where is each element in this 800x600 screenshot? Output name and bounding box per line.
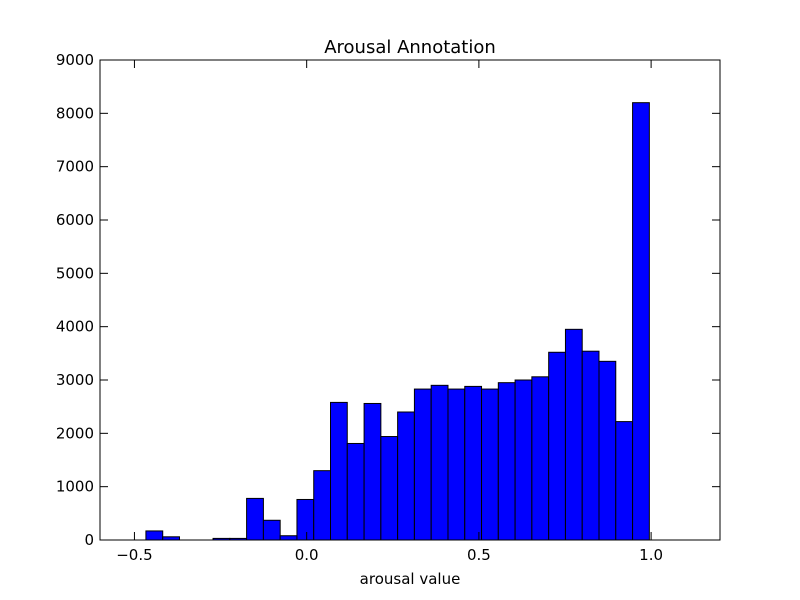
x-tick-label-3: 1.0 xyxy=(639,546,663,564)
histogram-bar-0 xyxy=(145,530,164,541)
histogram-bar-27 xyxy=(598,360,617,541)
histogram-bar-6 xyxy=(246,497,264,541)
y-tick-label-1: 1000 xyxy=(56,478,94,496)
histogram-bar-9 xyxy=(296,498,315,541)
y-tick-label-2: 2000 xyxy=(56,424,94,442)
histogram-bar-20 xyxy=(481,388,499,541)
histogram-bar-18 xyxy=(447,388,466,541)
histogram-bar-15 xyxy=(397,411,415,541)
chart-title: Arousal Annotation xyxy=(324,37,496,58)
y-tick-label-0: 0 xyxy=(84,531,94,549)
histogram-bar-13 xyxy=(363,402,382,541)
histogram-bar-14 xyxy=(380,436,399,541)
x-tick-label-2: 0.5 xyxy=(467,546,491,564)
histogram-bar-16 xyxy=(413,388,432,541)
histogram-bar-7 xyxy=(262,519,281,541)
y-tick-label-3: 3000 xyxy=(56,371,94,389)
histogram-bar-29 xyxy=(632,102,650,541)
histogram-bar-26 xyxy=(581,350,600,541)
histogram-bar-19 xyxy=(464,385,483,541)
y-tick-label-8: 8000 xyxy=(56,104,94,122)
histogram-bar-8 xyxy=(279,535,298,541)
histogram-bar-22 xyxy=(514,379,533,541)
histogram-bar-10 xyxy=(313,470,332,541)
x-tick-label-0: −0.5 xyxy=(116,546,152,564)
bars-group xyxy=(145,102,650,541)
x-tick-label-1: 0.0 xyxy=(295,546,319,564)
histogram-bar-21 xyxy=(497,382,516,541)
y-tick-label-5: 5000 xyxy=(56,264,94,282)
histogram-bar-28 xyxy=(615,421,634,541)
ticks-group: −0.5 0.0 0.5 1.0 0 1000 2000 3000 4000 5000 6000 70… xyxy=(56,51,720,564)
histogram-bar-23 xyxy=(531,376,550,541)
histogram-bar-11 xyxy=(330,401,348,541)
y-tick-label-9: 9000 xyxy=(56,51,94,69)
x-axis-label: arousal value xyxy=(360,570,461,588)
y-tick-label-7: 7000 xyxy=(56,158,94,176)
histogram-bar-25 xyxy=(564,328,583,541)
histogram-bar-17 xyxy=(430,384,449,541)
plot-frame xyxy=(99,59,721,541)
y-tick-label-6: 6000 xyxy=(56,211,94,229)
histogram-bar-24 xyxy=(548,351,566,541)
histogram-bar-12 xyxy=(346,442,365,541)
y-tick-label-4: 4000 xyxy=(56,318,94,336)
